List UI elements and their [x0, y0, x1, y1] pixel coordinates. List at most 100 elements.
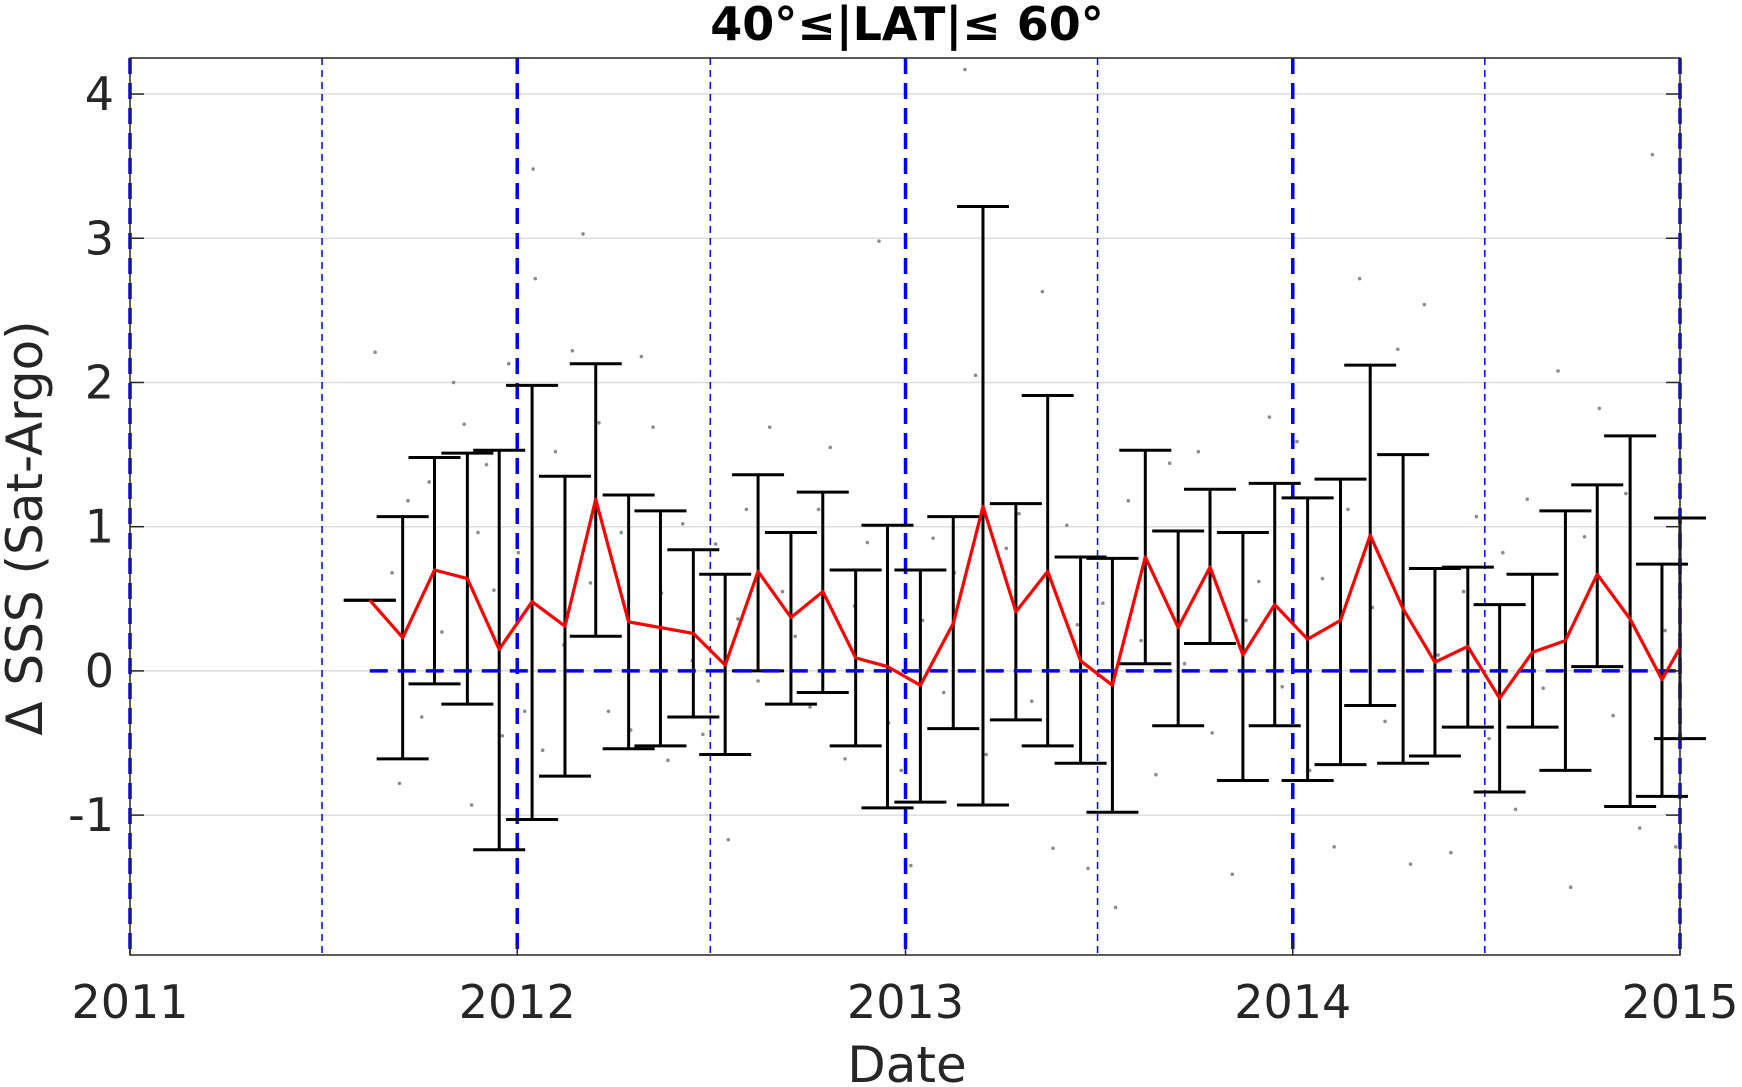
chart-title: 40°≤|LAT|≤ 60°: [710, 0, 1103, 52]
scatter-point: [492, 588, 496, 592]
scatter-point: [1017, 511, 1021, 516]
scatter-point: [1357, 276, 1362, 281]
scatter-point: [1525, 497, 1530, 502]
scatter-point: [1051, 846, 1055, 851]
scatter-point: [1182, 661, 1187, 666]
plot-area: [130, 58, 1680, 955]
y-axis-label: Δ SSS (Sat-Argo): [0, 320, 54, 735]
scatter-point: [476, 530, 480, 535]
scatter-point: [808, 705, 812, 709]
axes: [129, 57, 1681, 956]
scatter-point: [1295, 439, 1299, 444]
scatter-point: [419, 715, 424, 719]
scatter-point: [397, 781, 402, 786]
scatter-point: [1086, 866, 1090, 871]
scatter-point: [1004, 546, 1009, 551]
scatter-point: [1101, 601, 1105, 605]
scatter-point: [780, 589, 785, 594]
scatter-point: [1422, 302, 1427, 307]
x-tick-label: 2013: [847, 975, 964, 1029]
scatter-point: [843, 757, 847, 761]
y-tick-label: 4: [85, 67, 114, 121]
scatter-point: [553, 449, 558, 454]
scatter-point: [1673, 845, 1678, 849]
scatter-point: [1320, 576, 1325, 581]
scatter-point: [877, 239, 881, 243]
scatter-point: [984, 752, 988, 757]
scatter-point: [973, 373, 978, 378]
x-tick-label: 2011: [71, 975, 188, 1029]
scatter-point: [1663, 628, 1667, 633]
scatter-point: [941, 690, 946, 695]
scatter-point: [1139, 638, 1143, 643]
scatter-point: [1568, 885, 1573, 890]
scatter-point: [540, 748, 545, 753]
scatter-point: [1487, 736, 1491, 741]
scatter-point: [1637, 826, 1642, 830]
scatter-point: [1029, 699, 1034, 703]
scatter-point: [500, 733, 505, 738]
x-tick-label: 2012: [459, 975, 576, 1029]
scatter-point: [899, 768, 904, 773]
y-tick-label: -1: [68, 788, 114, 842]
scatter-point: [1408, 862, 1413, 866]
scatter-point: [1113, 905, 1118, 910]
scatter-point: [756, 679, 760, 683]
scatter-point: [451, 380, 456, 385]
scatter-point: [373, 350, 377, 354]
scatter-point: [570, 348, 575, 353]
scatter-point: [1126, 498, 1131, 503]
scatter-point: [619, 530, 624, 535]
scatter-point: [713, 542, 718, 546]
scatter-point: [531, 167, 535, 171]
scatter-point: [1196, 449, 1201, 454]
y-tick-label: 0: [85, 644, 114, 698]
year-marker-lines: [128, 58, 1682, 955]
scatter-point: [1597, 406, 1602, 411]
scatter-point: [581, 232, 585, 236]
scatter-point: [963, 67, 967, 72]
scatter-point: [406, 498, 410, 503]
scatter-point: [816, 507, 821, 512]
scatter-point: [1280, 684, 1284, 689]
scatter-point: [1244, 618, 1248, 623]
x-tick-labels: 2011 2012 2013 2014 2015: [71, 975, 1738, 1029]
scatter-point: [666, 758, 670, 763]
mean-line: [368, 497, 1682, 700]
scatter-point: [1154, 772, 1158, 777]
scatter-point: [516, 550, 521, 555]
scatter-point: [1383, 719, 1387, 724]
scatter-point: [680, 522, 685, 526]
scatter-point: [1040, 289, 1045, 294]
y-tick-label: 3: [85, 211, 114, 265]
y-tick-labels: -1 0 1 2 3 4: [68, 67, 114, 842]
scatter-point: [440, 630, 444, 634]
scatter-point: [533, 276, 538, 281]
scatter-point: [639, 354, 644, 359]
scatter-point: [793, 634, 797, 639]
scatter-point: [606, 709, 611, 714]
x-tick-label: 2014: [1234, 975, 1351, 1029]
scatter-point: [390, 571, 394, 575]
scatter-point: [736, 617, 740, 621]
scatter-point: [1513, 807, 1518, 812]
scatter-point: [1650, 152, 1655, 157]
scatter-point: [1230, 872, 1235, 877]
scatter-point: [1064, 523, 1069, 528]
scatter-point: [484, 462, 489, 467]
scatter-point: [726, 837, 731, 842]
scatter-point: [1501, 550, 1505, 555]
scatter-point: [931, 536, 935, 541]
x-axis-label: Date: [847, 1036, 967, 1087]
scatter-point: [909, 863, 913, 868]
scatter-point: [1436, 653, 1440, 657]
scatter-point: [506, 361, 511, 366]
scatter-point: [427, 480, 431, 484]
scatter-point: [588, 581, 593, 585]
scatter-point: [1461, 589, 1466, 594]
scatter-point: [1611, 713, 1615, 718]
y-tick-label: 1: [85, 500, 114, 554]
scatter-point: [1556, 369, 1560, 373]
y-tick-label: 2: [85, 355, 114, 409]
